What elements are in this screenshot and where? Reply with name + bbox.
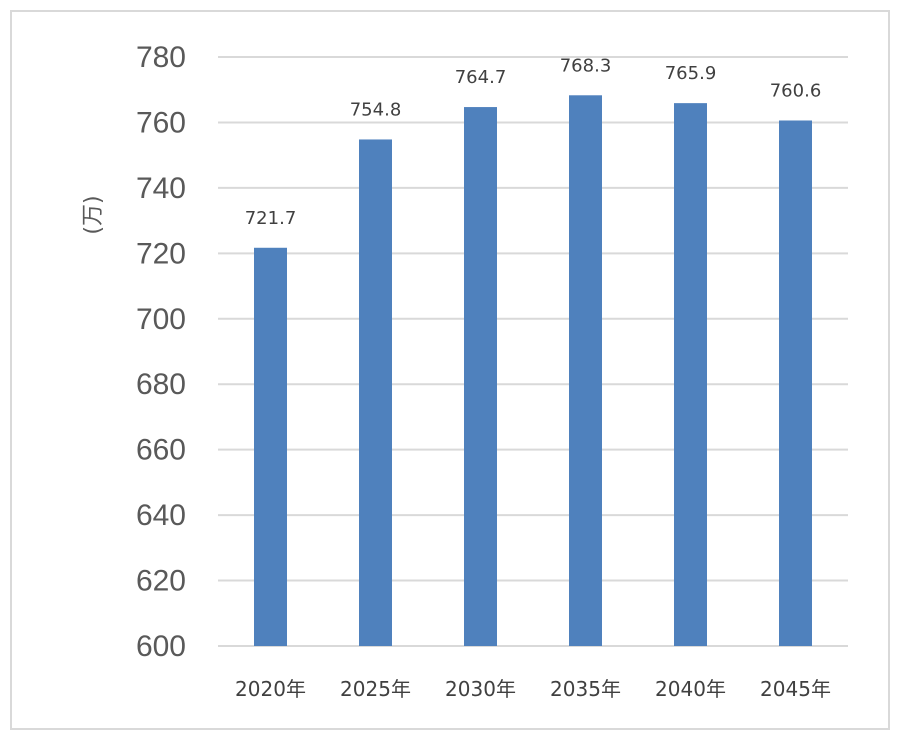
bars	[254, 95, 812, 647]
x-tick-label: 2045年	[760, 677, 831, 701]
y-tick-label: 760	[136, 106, 186, 139]
y-tick-label: 680	[136, 368, 186, 401]
bar	[254, 247, 287, 646]
data-label: 768.3	[560, 55, 612, 76]
y-tick-label: 700	[136, 303, 186, 336]
bar	[464, 107, 497, 646]
x-tick-label: 2025年	[340, 677, 411, 701]
y-tick-label: 640	[136, 499, 186, 532]
data-label: 765.9	[665, 63, 717, 84]
y-tick-label: 660	[136, 434, 186, 467]
x-tick-label: 2030年	[445, 677, 516, 701]
data-label: 764.7	[455, 67, 507, 88]
bar	[779, 120, 812, 647]
bar	[359, 139, 392, 646]
y-tick-label: 620	[136, 565, 186, 598]
y-tick-label: 720	[136, 237, 186, 270]
x-tick-label: 2035年	[550, 677, 621, 701]
chart-frame	[10, 10, 890, 730]
x-axis-ticks: 2020年 2025年 2030年 2035年 2040年 2045年	[235, 677, 831, 701]
bar	[674, 103, 707, 647]
x-tick-label: 2040年	[655, 677, 726, 701]
y-axis-label: (万)	[81, 195, 106, 234]
data-label: 721.7	[245, 208, 297, 229]
data-label: 760.6	[770, 80, 822, 101]
data-labels: 721.7 754.8 764.7 768.3 765.9 760.6	[245, 55, 822, 228]
y-tick-label: 740	[136, 172, 186, 205]
gridlines	[218, 56, 848, 647]
y-tick-label: 780	[136, 41, 186, 74]
y-tick-label: 600	[136, 630, 186, 663]
x-tick-label: 2020年	[235, 677, 306, 701]
bar	[569, 95, 602, 646]
data-label: 754.8	[350, 99, 402, 120]
y-axis-ticks: 600 620 640 660 680 700 720 740 760 780	[136, 41, 186, 663]
